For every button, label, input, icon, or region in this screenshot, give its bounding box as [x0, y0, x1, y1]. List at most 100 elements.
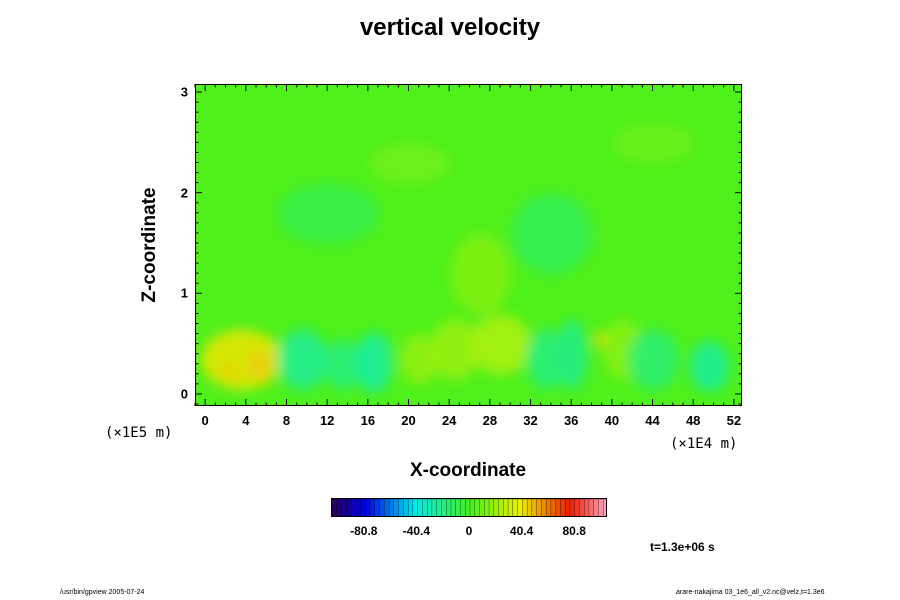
colorbar-segment [569, 499, 576, 516]
colorbar-segment [579, 499, 585, 516]
x-tick-label: 40 [604, 413, 620, 428]
colorbar-segment [588, 499, 595, 516]
x-tick-label: 16 [360, 413, 376, 428]
colorbar-segment [560, 499, 566, 516]
heatmap-field [196, 85, 741, 405]
colorbar-segment [598, 499, 604, 516]
heatmap-cell-19 [612, 123, 695, 164]
colorbar-segment [541, 499, 547, 516]
colorbar-segment [398, 499, 404, 516]
colorbar [331, 498, 607, 517]
y-axis-unit: (×1E5 m) [105, 425, 173, 441]
footer-left: /usr/bin/gpview 2005-07-24 [60, 589, 145, 596]
colorbar-segment [517, 499, 523, 516]
heatmap-cell-10 [556, 319, 588, 390]
heatmap-cell-9 [526, 329, 568, 390]
footer-right: arare-nakajima 03_1e6_all_v2.nc@velz,t=1… [676, 589, 825, 596]
plot-area [195, 84, 742, 406]
y-tick-label: 1 [180, 285, 188, 301]
colorbar-segment [379, 499, 385, 516]
x-tick-label: 12 [319, 413, 335, 428]
colorbar-segment [469, 499, 476, 516]
colorbar-segment [531, 499, 537, 516]
colorbar-segment [384, 499, 390, 516]
colorbar-segment [455, 499, 461, 516]
colorbar-segment [536, 499, 542, 516]
y-tick-label: 0 [180, 386, 188, 402]
colorbar-segment [355, 499, 361, 516]
colorbar-segment [603, 499, 606, 516]
x-tick-label: 52 [726, 413, 742, 428]
colorbar-segment [346, 499, 352, 516]
colorbar-segment [565, 499, 571, 516]
heatmap-cell-18 [368, 143, 451, 184]
x-tick-label: 48 [685, 413, 701, 428]
x-tick-label: 0 [201, 413, 209, 428]
colorbar-segment [507, 499, 514, 516]
colorbar-segment [407, 499, 414, 516]
colorbar-segment [484, 499, 490, 516]
colorbar-segment [374, 499, 380, 516]
x-tick-label: 20 [401, 413, 416, 428]
colorbar-segment [446, 499, 452, 516]
colorbar-segment [503, 499, 509, 516]
colorbar-segment [369, 499, 376, 516]
colorbar-segment [403, 499, 409, 516]
colorbar-segment [422, 499, 428, 516]
colorbar-segment [417, 499, 423, 516]
colorbar-segment [460, 499, 466, 516]
x-tick-label: 32 [523, 413, 538, 428]
heatmap-cell-5 [355, 332, 393, 393]
colorbar-segment [488, 499, 495, 516]
heatmap-cell-14 [689, 341, 730, 392]
colorbar-segment [450, 499, 457, 516]
colorbar-segment [574, 499, 580, 516]
colorbar-tick-label: 80.8 [562, 524, 586, 538]
y-tick-label: 3 [180, 84, 188, 100]
colorbar-segment [522, 499, 528, 516]
colorbar-segment [479, 499, 485, 516]
colorbar-segment [498, 499, 504, 516]
heatmap-cell-8 [470, 314, 532, 375]
colorbar-segment [427, 499, 433, 516]
colorbar-segment [593, 499, 599, 516]
colorbar-segment [412, 499, 419, 516]
x-axis-label: X-coordinate [409, 460, 527, 481]
colorbar-segment [350, 499, 357, 516]
chart-title: vertical velocity [359, 14, 541, 41]
x-tick-label: 28 [482, 413, 498, 428]
colorbar-segment [465, 499, 471, 516]
colorbar-segment [388, 499, 395, 516]
heatmap-cell-13 [628, 329, 679, 390]
heatmap-cell-7 [429, 319, 481, 380]
heatmap-cell-15 [450, 233, 512, 315]
colorbar-segment [365, 499, 371, 516]
y-tick-label: 2 [180, 185, 188, 201]
colorbar-tick-label: 0 [465, 524, 473, 538]
heatmap-cell-3 [277, 329, 329, 390]
colorbar-segment [393, 499, 399, 516]
x-axis-unit: (×1E4 m) [670, 436, 738, 452]
colorbar-segment [336, 499, 342, 516]
colorbar-tick-label: 40.4 [509, 524, 534, 538]
colorbar-tick-label: -40.4 [402, 524, 431, 538]
heatmap-cell-6 [399, 334, 441, 385]
heatmap-cell-17 [277, 183, 380, 244]
colorbar-segment [545, 499, 552, 516]
y-axis-label: Z-coordinate [139, 187, 160, 303]
colorbar-segment [555, 499, 561, 516]
colorbar-segment [474, 499, 480, 516]
colorbar-segment [436, 499, 442, 516]
x-tick-label: 24 [441, 413, 457, 428]
heatmap-cell-16 [511, 193, 593, 275]
x-tick-label: 8 [282, 413, 291, 428]
colorbar-segment [431, 499, 438, 516]
colorbar-segment [584, 499, 590, 516]
heatmap-cell-4 [323, 339, 364, 390]
colorbar-segment [550, 499, 557, 516]
x-tick-label: 44 [645, 413, 660, 428]
heatmap-cell-2 [201, 329, 283, 390]
x-tick-label: 4 [242, 413, 250, 428]
x-tick-label: 36 [563, 413, 579, 428]
colorbar-segment [341, 499, 347, 516]
